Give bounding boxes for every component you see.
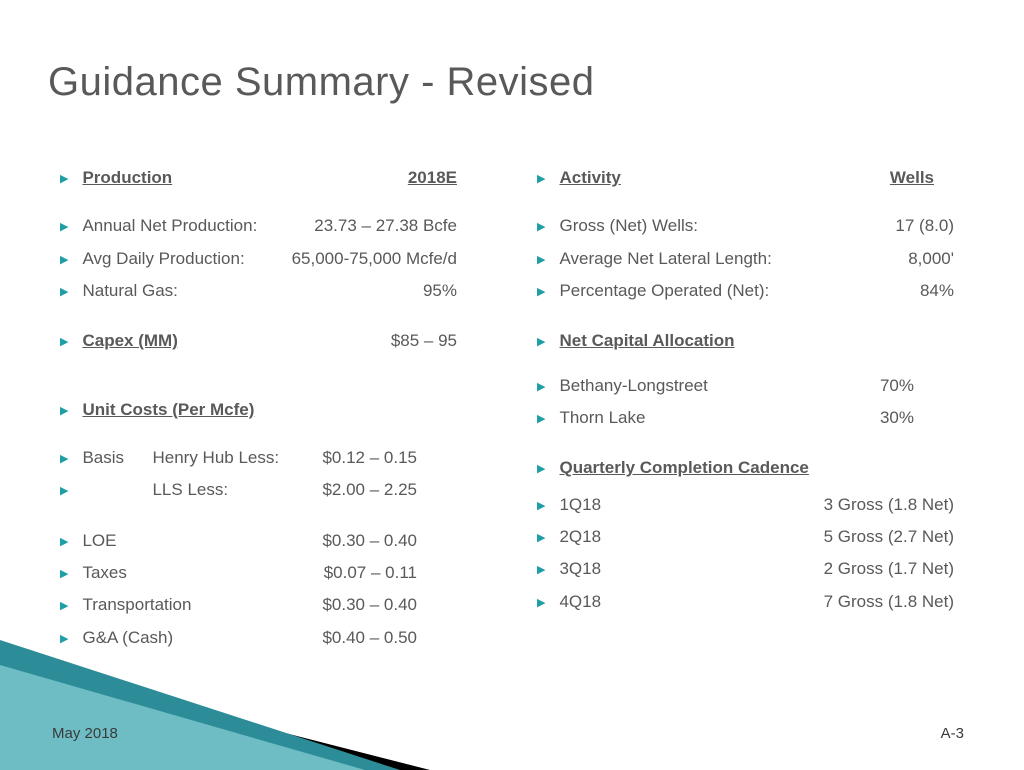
- row-value: 2 Gross (1.7 Net): [824, 556, 984, 582]
- bullet-icon: ▶: [537, 171, 545, 188]
- section-header-activity: ▶ Activity Wells: [537, 165, 984, 191]
- row-value: $0.12 – 0.15: [322, 445, 507, 471]
- bullet-icon: ▶: [60, 566, 68, 583]
- row-value: $2.00 – 2.25: [322, 477, 507, 503]
- footer-date: May 2018: [52, 725, 118, 742]
- row-value: 95%: [423, 278, 507, 304]
- header-label: Unit Costs (Per Mcfe): [82, 397, 254, 423]
- data-row: ▶ Average Net Lateral Length: 8,000': [537, 246, 984, 272]
- basis-prefix: Basis: [82, 445, 152, 471]
- row-label: Avg Daily Production:: [82, 246, 244, 272]
- bullet-icon: ▶: [537, 284, 545, 301]
- row-value: 30%: [880, 405, 984, 431]
- basis-row-1: ▶ Basis Henry Hub Less: $0.12 – 0.15: [60, 445, 507, 471]
- row-label: Taxes: [82, 560, 126, 586]
- row-label: Henry Hub Less:: [152, 445, 292, 471]
- header-value: Wells: [890, 165, 984, 191]
- bullet-icon: ▶: [60, 598, 68, 615]
- bullet-icon: ▶: [537, 411, 545, 428]
- bullet-icon: ▶: [60, 284, 68, 301]
- data-row: ▶ Transportation $0.30 – 0.40: [60, 592, 507, 618]
- slide-title: Guidance Summary - Revised: [48, 60, 595, 105]
- section-header-cadence: ▶ Quarterly Completion Cadence: [537, 455, 984, 481]
- bullet-icon: ▶: [60, 534, 68, 551]
- row-value: $0.07 – 0.11: [324, 560, 507, 586]
- data-row: ▶ Thorn Lake 30%: [537, 405, 984, 431]
- bullet-icon: ▶: [537, 562, 545, 579]
- data-row: ▶ 3Q18 2 Gross (1.7 Net): [537, 556, 984, 582]
- bullet-icon: ▶: [60, 252, 68, 269]
- header-label: Production: [82, 165, 172, 191]
- bullet-icon: ▶: [60, 334, 68, 351]
- data-row: ▶ Taxes $0.07 – 0.11: [60, 560, 507, 586]
- bullet-icon: ▶: [60, 171, 68, 188]
- header-value: 2018E: [408, 165, 507, 191]
- row-label: LOE: [82, 528, 116, 554]
- bullet-icon: ▶: [537, 461, 545, 478]
- row-value: $85 – 95: [391, 328, 507, 354]
- bullet-icon: ▶: [60, 403, 68, 420]
- data-row: ▶ 4Q18 7 Gross (1.8 Net): [537, 589, 984, 615]
- bullet-icon: ▶: [60, 219, 68, 236]
- row-label: 1Q18: [559, 492, 601, 518]
- row-label: LLS Less:: [152, 477, 292, 503]
- section-header-allocation: ▶ Net Capital Allocation: [537, 328, 984, 354]
- content-area: ▶ Production 2018E ▶ Annual Net Producti…: [60, 165, 984, 657]
- row-label: Percentage Operated (Net):: [559, 278, 769, 304]
- row-value: 7 Gross (1.8 Net): [824, 589, 984, 615]
- row-value: 17 (8.0): [895, 213, 984, 239]
- row-label: Natural Gas:: [82, 278, 177, 304]
- row-label: Bethany-Longstreet: [559, 373, 707, 399]
- row-value: $0.30 – 0.40: [322, 592, 507, 618]
- bullet-icon: ▶: [537, 252, 545, 269]
- row-label: Thorn Lake: [559, 405, 645, 431]
- data-row: ▶ 2Q18 5 Gross (2.7 Net): [537, 524, 984, 550]
- bullet-icon: ▶: [537, 334, 545, 351]
- section-header-production: ▶ Production 2018E: [60, 165, 507, 191]
- row-value: 65,000-75,000 Mcfe/d: [292, 246, 507, 272]
- bullet-icon: ▶: [60, 483, 68, 500]
- row-value: 5 Gross (2.7 Net): [824, 524, 984, 550]
- bullet-icon: ▶: [537, 530, 545, 547]
- bullet-icon: ▶: [537, 498, 545, 515]
- bullet-icon: ▶: [537, 219, 545, 236]
- row-value: 3 Gross (1.8 Net): [824, 492, 984, 518]
- row-label: Gross (Net) Wells:: [559, 213, 698, 239]
- row-label: 2Q18: [559, 524, 601, 550]
- data-row: ▶ Gross (Net) Wells: 17 (8.0): [537, 213, 984, 239]
- row-value: 84%: [920, 278, 984, 304]
- row-label: 3Q18: [559, 556, 601, 582]
- data-row: ▶ Annual Net Production: 23.73 – 27.38 B…: [60, 213, 507, 239]
- row-label: Capex (MM): [82, 328, 177, 354]
- header-label: Net Capital Allocation: [559, 328, 734, 354]
- row-label: Average Net Lateral Length:: [559, 246, 771, 272]
- footer-page-number: A-3: [941, 725, 964, 742]
- data-row: ▶ Percentage Operated (Net): 84%: [537, 278, 984, 304]
- data-row: ▶ Bethany-Longstreet 70%: [537, 373, 984, 399]
- row-value: 70%: [880, 373, 984, 399]
- bullet-icon: ▶: [60, 451, 68, 468]
- footer-triangle-front: [0, 665, 365, 770]
- capex-row: ▶ Capex (MM) $85 – 95: [60, 328, 507, 354]
- data-row: ▶ Avg Daily Production: 65,000-75,000 Mc…: [60, 246, 507, 272]
- row-value: 8,000': [908, 246, 984, 272]
- row-label: Transportation: [82, 592, 191, 618]
- data-row: ▶ 1Q18 3 Gross (1.8 Net): [537, 492, 984, 518]
- left-column: ▶ Production 2018E ▶ Annual Net Producti…: [60, 165, 527, 657]
- right-column: ▶ Activity Wells ▶ Gross (Net) Wells: 17…: [527, 165, 984, 657]
- header-label: Activity: [559, 165, 620, 191]
- header-label: Quarterly Completion Cadence: [559, 455, 808, 481]
- basis-row-2: ▶ LLS Less: $2.00 – 2.25: [60, 477, 507, 503]
- row-value: 23.73 – 27.38 Bcfe: [314, 213, 507, 239]
- row-label: Annual Net Production:: [82, 213, 257, 239]
- bullet-icon: ▶: [537, 379, 545, 396]
- row-label: 4Q18: [559, 589, 601, 615]
- data-row: ▶ Natural Gas: 95%: [60, 278, 507, 304]
- data-row: ▶ LOE $0.30 – 0.40: [60, 528, 507, 554]
- section-header-unit-costs: ▶ Unit Costs (Per Mcfe): [60, 397, 507, 423]
- bullet-icon: ▶: [537, 595, 545, 612]
- row-value: $0.30 – 0.40: [322, 528, 507, 554]
